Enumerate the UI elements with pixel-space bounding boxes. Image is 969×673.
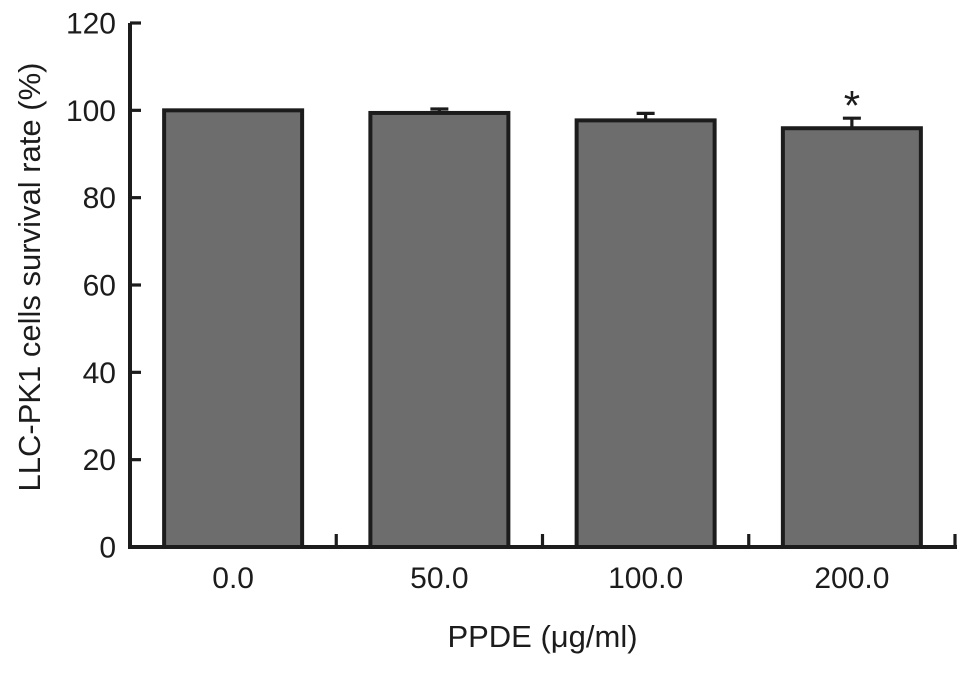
bar [368, 110, 511, 549]
y-tick-label: 20 [83, 444, 116, 477]
y-tick-label: 80 [83, 182, 116, 215]
bar [162, 108, 305, 549]
x-axis-title: PPDE (μg/ml) [447, 619, 637, 654]
bar [574, 118, 717, 549]
x-tick-label: 200.0 [814, 562, 889, 595]
x-tick-label: 100.0 [608, 562, 683, 595]
x-tick-label: 0.0 [212, 562, 254, 595]
y-tick-label: 40 [83, 357, 116, 390]
y-tick-label: 0 [99, 532, 116, 565]
y-axis-title: LLC-PK1 cells survival rate (%) [12, 63, 47, 492]
y-tick-label: 60 [83, 270, 116, 303]
significance-asterisk: * [844, 82, 860, 129]
x-tick-label: 50.0 [410, 562, 468, 595]
bar [780, 126, 923, 549]
y-tick-label: 100 [66, 95, 116, 128]
y-tick-label: 120 [66, 8, 116, 41]
